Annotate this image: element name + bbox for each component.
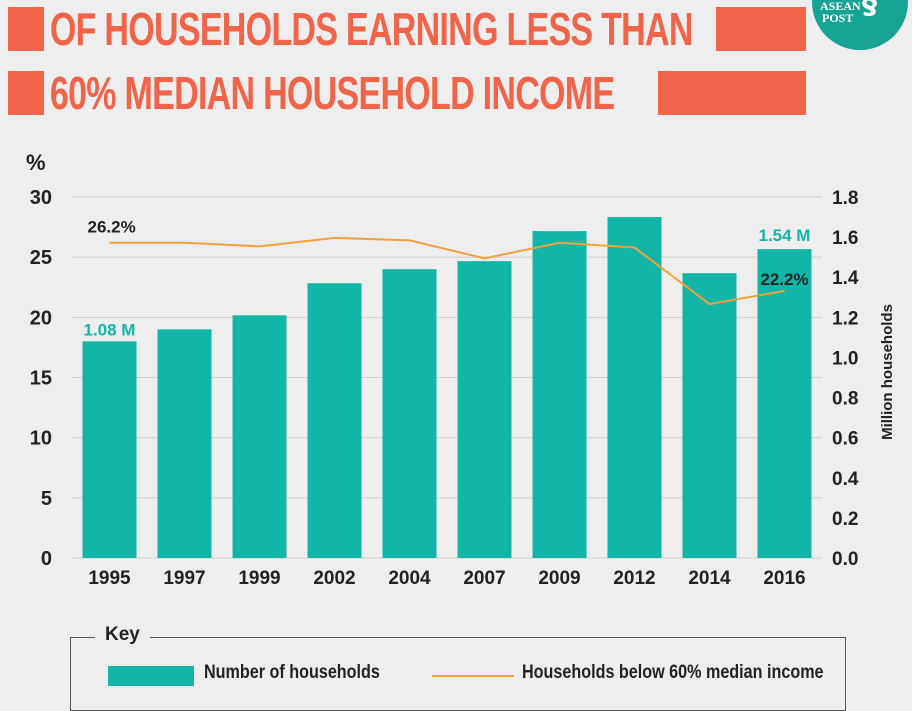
data-label: 1.54 M [759,226,811,245]
line-series [109,236,785,306]
bars-series [82,217,812,559]
legend-label-line: Households below 60% median income [522,662,824,683]
right-tick-label: 0.4 [832,469,859,490]
logo-text-2: POST [822,11,854,25]
bar[interactable] [232,315,287,558]
title-line-1: OF HOUSEHOLDS EARNING LESS THAN [8,2,912,56]
x-tick-label: 2009 [538,568,580,589]
legend-swatch-line [432,675,514,677]
x-tick-label: 2012 [613,568,655,589]
axis-ticks: 0 5 10 15 20 25 30 0.0 0.2 0.4 0.6 0.8 1.0 1.2 1.4 1.6 1… [30,187,859,570]
title-text-2: 60% MEDIAN HOUSEHOLD INCOME [49,67,615,119]
right-tick-label: 1.6 [832,228,858,249]
left-tick-label: 20 [30,307,52,329]
x-tick-label: 1999 [238,568,280,589]
right-tick-label: 1.2 [832,308,858,329]
right-tick-label: 0.2 [832,509,858,530]
left-axis-label: % [26,150,46,175]
chart-title: OF HOUSEHOLDS EARNING LESS THAN 60% MEDI… [0,0,912,120]
bar[interactable] [82,341,137,558]
legend-title: Key [95,624,150,646]
right-tick-label: 0.6 [832,429,858,450]
bar[interactable] [382,269,437,558]
x-tick-label: 1997 [163,568,205,589]
left-tick-label: 5 [41,488,52,510]
right-axis-label: Million households [879,304,896,440]
bar[interactable] [457,261,512,558]
x-tick-label: 2004 [388,568,431,589]
left-tick-label: 0 [41,548,52,570]
x-tick-label: 2007 [463,568,505,589]
data-label: 22.2% [760,270,808,289]
bar[interactable] [607,217,662,559]
x-axis-labels: 1995 1997 1999 2002 2004 2007 2009 2012 2014 2016 [88,568,805,589]
right-tick-label: 1.0 [832,348,858,369]
x-tick-label: 2016 [763,568,805,589]
right-tick-label: 1.8 [832,188,858,209]
title-line-2: 60% MEDIAN HOUSEHOLD INCOME [8,66,823,120]
bar[interactable] [757,249,812,558]
title-accent-block [8,7,44,51]
title-accent-block [8,71,44,115]
annotations: 26.2% 1.08 M 1.54 M 22.2% [84,218,811,340]
title-accent-block [716,7,806,51]
x-tick-label: 2014 [688,568,731,589]
left-tick-label: 10 [30,428,52,450]
left-tick-label: 25 [30,247,52,269]
bar[interactable] [682,273,737,558]
bar[interactable] [307,283,362,558]
logo-text-1: ASEAN [820,0,861,13]
x-tick-label: 1995 [88,568,131,589]
data-label: 1.08 M [84,320,136,339]
x-tick-label: 2002 [313,568,355,589]
right-tick-label: 1.4 [832,268,859,289]
right-tick-label: 0.0 [832,549,858,570]
left-tick-label: 30 [30,187,52,209]
title-accent-block [658,71,806,115]
right-tick-label: 0.8 [832,389,858,410]
line-path[interactable] [109,236,785,306]
bar[interactable] [532,231,587,558]
legend-label-bars: Number of households [204,662,380,683]
bar[interactable] [157,329,212,558]
title-text-1: OF HOUSEHOLDS EARNING LESS THAN [49,3,694,55]
left-tick-label: 15 [30,368,52,390]
legend-swatch-bars [108,666,194,686]
data-label: 26.2% [88,218,136,237]
